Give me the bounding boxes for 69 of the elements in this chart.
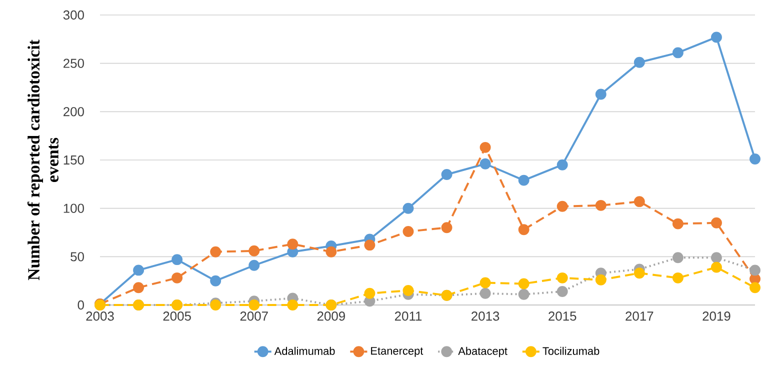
point	[518, 174, 530, 186]
y-tick-label: 0	[78, 300, 84, 310]
y-axis-title: Number of reported cardiotoxicit events	[27, 40, 58, 280]
point	[248, 300, 260, 310]
point	[480, 158, 491, 170]
point	[595, 88, 606, 100]
legend-label: Etanercept	[371, 347, 424, 357]
point	[441, 169, 452, 180]
point	[480, 142, 491, 153]
x-tick-label: 2005	[163, 312, 191, 321]
point	[518, 288, 530, 300]
point	[402, 226, 414, 238]
x-tick-label: 2015	[548, 312, 576, 321]
point	[133, 264, 144, 276]
point	[402, 202, 414, 214]
point	[672, 252, 684, 264]
point	[441, 222, 452, 234]
point	[595, 200, 606, 211]
point	[710, 32, 722, 43]
point	[248, 245, 260, 256]
point	[364, 288, 376, 299]
point	[710, 252, 722, 264]
point	[480, 277, 491, 288]
point	[710, 262, 722, 273]
x-tick-label: 2017	[626, 312, 654, 321]
point	[750, 264, 760, 276]
legend-label: Adalimumab	[274, 346, 335, 355]
point	[556, 286, 568, 297]
point	[595, 274, 606, 286]
point	[556, 200, 568, 212]
point	[750, 282, 760, 294]
x-tick-label: 2011	[394, 312, 422, 321]
point	[634, 196, 645, 208]
point	[480, 288, 491, 299]
point	[634, 268, 645, 279]
point	[364, 240, 376, 251]
point	[518, 278, 530, 290]
point	[556, 272, 568, 284]
x-tick-label: 2003	[86, 312, 114, 321]
point	[287, 238, 298, 250]
point	[210, 275, 222, 286]
point	[634, 56, 645, 68]
x-tick-label: 2009	[317, 312, 345, 321]
point	[172, 254, 183, 266]
y-tick-label: 150	[64, 155, 84, 165]
point	[710, 217, 722, 228]
point	[402, 285, 414, 296]
y-tick-label: 100	[64, 204, 84, 213]
legend-label: Abatacept	[458, 346, 508, 358]
legend-label: Tocilizumab	[542, 346, 600, 355]
y-tick-label: 300	[63, 10, 84, 20]
x-tick-label: 2007	[240, 312, 268, 321]
point	[518, 224, 530, 236]
point	[750, 154, 760, 165]
point	[248, 260, 260, 271]
point	[672, 272, 684, 284]
y-tick-label: 250	[64, 58, 84, 68]
y-tick-label: 50	[70, 252, 84, 262]
point	[172, 272, 183, 284]
point	[210, 246, 222, 258]
point	[287, 300, 298, 310]
point	[672, 218, 684, 230]
point	[556, 159, 568, 170]
y-tick-label: 200	[64, 107, 84, 116]
point	[672, 47, 684, 58]
point	[133, 282, 144, 294]
x-tick-label: 2013	[472, 312, 500, 321]
point	[326, 246, 337, 258]
x-tick-label: 2019	[702, 312, 730, 321]
